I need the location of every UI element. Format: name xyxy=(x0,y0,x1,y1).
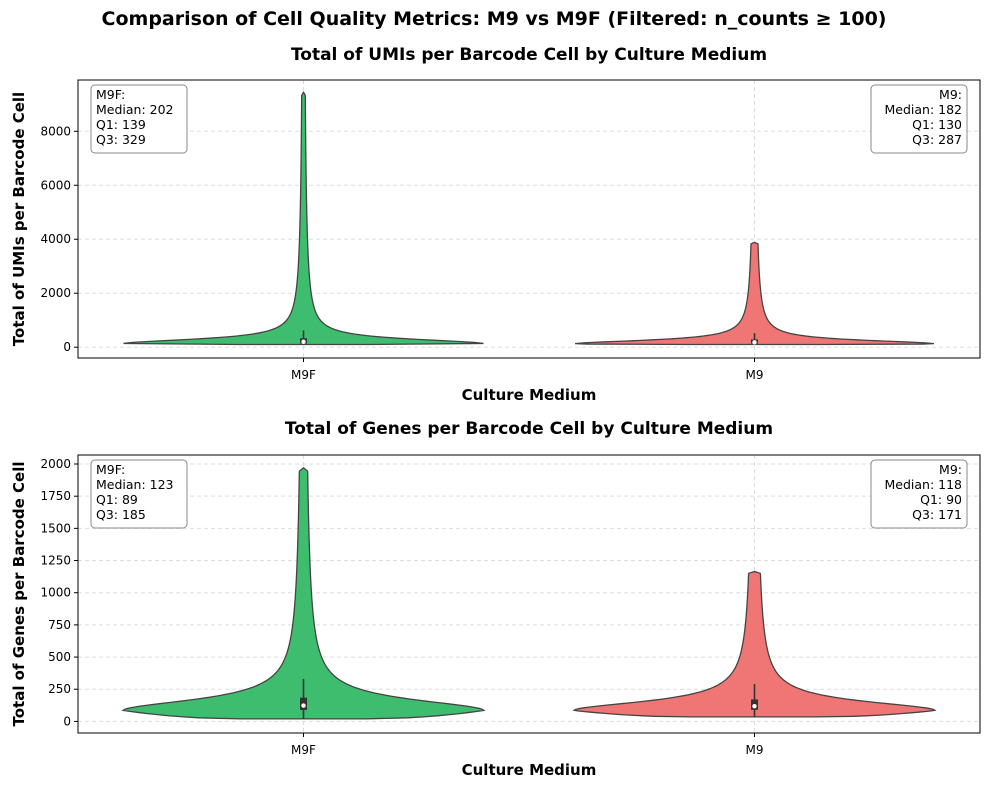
y-tick-label: 1750 xyxy=(40,489,71,503)
stats-box-m9f xyxy=(90,459,188,529)
stats-line: M9F: xyxy=(96,87,125,102)
x-tick-label: M9F xyxy=(291,368,316,382)
y-tick-label: 0 xyxy=(63,714,71,728)
stats-line: Q3: 329 xyxy=(96,132,146,147)
stats-line: Q3: 171 xyxy=(912,507,962,522)
x-tick-label: M9 xyxy=(746,743,764,757)
stats-line: M9: xyxy=(939,87,962,102)
y-tick-label: 250 xyxy=(48,682,71,696)
stats-line: Median: 202 xyxy=(96,102,174,117)
y-tick-label: 2000 xyxy=(40,286,71,300)
median-marker-m9f xyxy=(301,703,306,708)
y-tick-label: 2000 xyxy=(40,457,71,471)
violin-m9f xyxy=(121,467,486,720)
stats-line: Median: 118 xyxy=(884,477,962,492)
y-tick-label: 1500 xyxy=(40,521,71,535)
stats-line: Q1: 130 xyxy=(912,117,962,132)
x-tick-label: M9 xyxy=(746,368,764,382)
stats-line: M9: xyxy=(939,462,962,477)
violin-m9f xyxy=(123,91,484,346)
median-marker-m9f xyxy=(301,339,306,344)
stats-line: Median: 182 xyxy=(884,102,962,117)
plot-frame xyxy=(77,79,981,359)
y-tick-label: 0 xyxy=(63,340,71,354)
chart-panel: Total of Genes per Barcode Cell by Cultu… xyxy=(10,419,981,779)
chart-panel: Total of UMIs per Barcode Cell by Cultur… xyxy=(10,45,981,404)
y-tick-label: 4000 xyxy=(40,232,71,246)
stats-line: Q1: 90 xyxy=(920,492,962,507)
stats-box-m9 xyxy=(870,84,968,154)
median-marker-m9 xyxy=(752,340,757,345)
stats-box-m9 xyxy=(870,459,968,529)
y-axis-label: Total of Genes per Barcode Cell xyxy=(10,461,28,726)
y-tick-label: 500 xyxy=(48,650,71,664)
stats-line: Q3: 287 xyxy=(912,132,962,147)
chart-title: Total of Genes per Barcode Cell by Cultu… xyxy=(285,419,773,439)
stats-line: Median: 123 xyxy=(96,477,174,492)
plot-frame xyxy=(77,454,981,734)
y-tick-label: 750 xyxy=(48,618,71,632)
violin-m9 xyxy=(572,570,937,718)
figure-suptitle: Comparison of Cell Quality Metrics: M9 v… xyxy=(102,8,887,30)
stats-box-m9f xyxy=(90,84,188,154)
stats-line: Q1: 139 xyxy=(96,117,146,132)
y-axis-label: Total of UMIs per Barcode Cell xyxy=(10,92,28,346)
x-axis-label: Culture Medium xyxy=(462,761,597,779)
y-tick-label: 8000 xyxy=(40,124,71,138)
stats-line: Q3: 185 xyxy=(96,507,146,522)
y-tick-label: 1250 xyxy=(40,554,71,568)
stats-line: M9F: xyxy=(96,462,125,477)
median-marker-m9 xyxy=(752,704,757,709)
chart-title: Total of UMIs per Barcode Cell by Cultur… xyxy=(291,45,767,65)
stats-line: Q1: 89 xyxy=(96,492,138,507)
y-tick-label: 6000 xyxy=(40,178,71,192)
x-tick-label: M9F xyxy=(291,743,316,757)
x-axis-label: Culture Medium xyxy=(462,386,597,404)
violin-m9 xyxy=(574,241,935,346)
y-tick-label: 1000 xyxy=(40,586,71,600)
